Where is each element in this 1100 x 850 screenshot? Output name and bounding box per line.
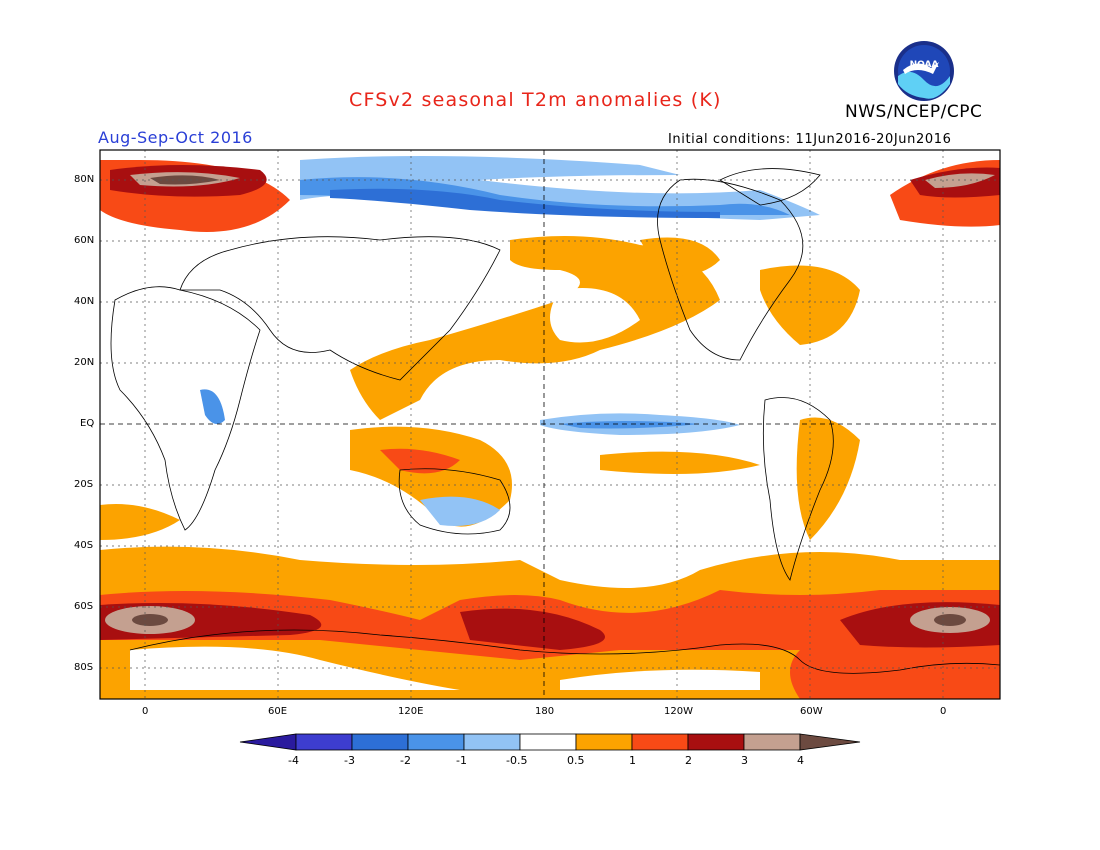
colorbar-label: -1 bbox=[456, 754, 467, 767]
lat-label: 80N bbox=[74, 174, 95, 185]
colorbar-label: 3 bbox=[741, 754, 748, 767]
reference-lines bbox=[100, 150, 1000, 699]
anomaly-field bbox=[100, 150, 1000, 699]
lon-label: 0 bbox=[940, 706, 947, 717]
noaa-logo-icon: NOAA bbox=[894, 41, 954, 101]
colorbar-label: -3 bbox=[344, 754, 355, 767]
lat-label: 80S bbox=[74, 662, 94, 673]
lat-label: 40N bbox=[74, 296, 95, 307]
map-frame bbox=[99, 149, 1001, 700]
colorbar-label: -2 bbox=[400, 754, 411, 767]
lat-label: EQ bbox=[80, 418, 95, 429]
colorbar-label: 2 bbox=[685, 754, 692, 767]
colorbar bbox=[239, 733, 861, 751]
lon-label: 120W bbox=[664, 706, 693, 717]
lon-label: 60W bbox=[800, 706, 823, 717]
map-title: CFSv2 seasonal T2m anomalies (K) bbox=[349, 89, 722, 111]
lon-label: 180 bbox=[535, 706, 555, 717]
lat-label: 20N bbox=[74, 357, 95, 368]
lat-label: 40S bbox=[74, 540, 94, 551]
lon-label: 120E bbox=[398, 706, 424, 717]
colorbar-label: -4 bbox=[288, 754, 299, 767]
lat-label: 60N bbox=[74, 235, 95, 246]
lon-label: 60E bbox=[268, 706, 288, 717]
lat-label: 20S bbox=[74, 479, 94, 490]
season-label: Aug-Sep-Oct 2016 bbox=[98, 128, 253, 147]
svg-text:NOAA: NOAA bbox=[910, 60, 939, 70]
coastlines bbox=[110, 168, 1000, 674]
initial-conditions-label: Initial conditions: 11Jun2016-20Jun2016 bbox=[668, 132, 952, 147]
colorbar-label: 1 bbox=[629, 754, 636, 767]
colorbar-label: 0.5 bbox=[567, 754, 585, 767]
agency-label: NWS/NCEP/CPC bbox=[845, 102, 983, 122]
colorbar-label: -0.5 bbox=[506, 754, 528, 767]
colorbar-label: 4 bbox=[797, 754, 804, 767]
lon-label: 0 bbox=[142, 706, 149, 717]
graticule bbox=[100, 150, 1000, 699]
lat-label: 60S bbox=[74, 601, 94, 612]
